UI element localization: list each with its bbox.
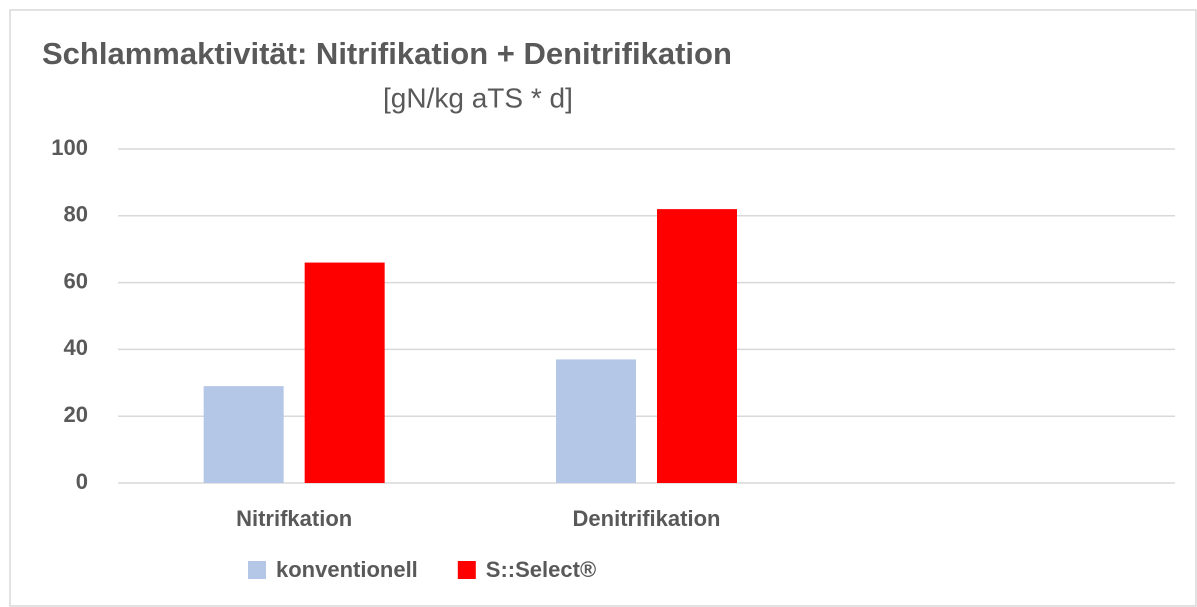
- bar: [304, 262, 385, 483]
- chart-border: [9, 9, 1197, 607]
- bar: [203, 386, 284, 483]
- x-tick-label: Nitrifkation: [236, 506, 352, 531]
- chart-title: Schlammaktivität: Nitrifikation + Denitr…: [42, 36, 732, 71]
- legend-label: konventionell: [276, 557, 418, 582]
- y-tick-label: 0: [76, 469, 88, 494]
- legend-swatch: [457, 561, 476, 579]
- chart-subtitle: [gN/kg aTS * d]: [383, 82, 573, 113]
- legend-swatch: [248, 561, 266, 579]
- bar: [556, 359, 636, 483]
- y-tick-label: 80: [64, 202, 88, 227]
- y-tick-label: 20: [64, 402, 88, 427]
- legend-label: S::Select®: [486, 557, 596, 582]
- bar: [657, 209, 737, 483]
- y-tick-label: 100: [51, 135, 88, 160]
- y-tick-label: 40: [64, 335, 88, 360]
- y-tick-label: 60: [64, 268, 88, 293]
- x-tick-label: Denitrifikation: [573, 506, 721, 531]
